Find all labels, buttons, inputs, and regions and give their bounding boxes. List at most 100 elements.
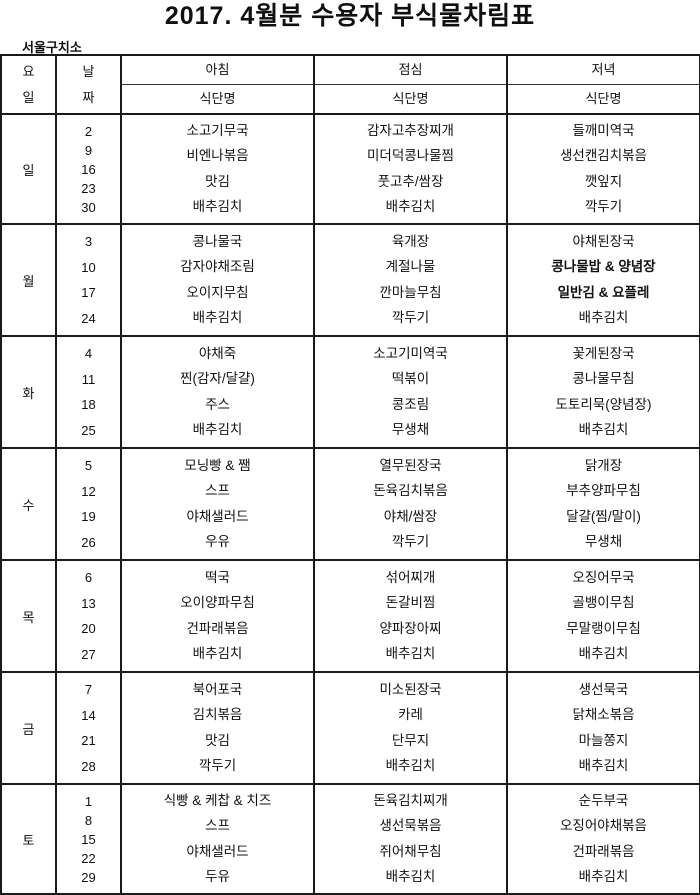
- menu-item: 배추김치: [385, 198, 436, 214]
- column-header-breakfast: 아침: [120, 54, 315, 85]
- menu-item-list: 육개장 계절나물 깐마늘무침 깍두기: [315, 226, 506, 334]
- cell-dates: 3 10 17 24: [55, 223, 122, 337]
- date-number: 24: [81, 310, 96, 326]
- cell-day-of-week: 목: [0, 559, 57, 673]
- cell-dates: 6 13 20 27: [55, 559, 122, 673]
- menu-item: 비엔나볶음: [186, 148, 249, 164]
- date-number: 20: [81, 621, 96, 637]
- date-number: 10: [81, 259, 96, 275]
- date-number: 8: [84, 812, 93, 828]
- cell-lunch-menu: 돈육김치찌개 생선묵볶음 쥐어채무침 배추김치: [313, 783, 508, 895]
- menu-item: 달걀(찜/말이): [566, 508, 641, 524]
- date-number: 18: [81, 397, 96, 413]
- date-number: 13: [81, 595, 96, 611]
- cell-dinner-menu: 닭개장 부추양파무침 달걀(찜/말이) 무생채: [506, 447, 700, 561]
- menu-item: 소고기무국: [186, 123, 249, 139]
- menu-item: 배추김치: [192, 309, 243, 325]
- menu-item-list: 콩나물국 감자야채조림 오이지무침 배추김치: [122, 226, 313, 334]
- menu-item: 깍두기: [391, 533, 430, 549]
- cell-dates: 5 12 19 26: [55, 447, 122, 561]
- menu-item: 북어포국: [192, 682, 243, 698]
- date-number: 17: [81, 285, 96, 301]
- menu-item-list: 식빵 & 케찹 & 치즈 스프 야채샐러드 두유: [122, 785, 313, 893]
- menu-item-list: 꽃게된장국 콩나물무침 도토리묵(양념장) 배추김치: [508, 338, 699, 446]
- date-number: 5: [84, 458, 93, 474]
- cell-lunch-menu: 섞어찌개 돈갈비찜 양파장아찌 배추김치: [313, 559, 508, 673]
- menu-item: 돈육김치볶음: [373, 483, 448, 499]
- cell-lunch-menu: 육개장 계절나물 깐마늘무침 깍두기: [313, 223, 508, 337]
- menu-item: 일반김 & 요플레: [557, 284, 650, 300]
- menu-item-list: 소고기미역국 떡볶이 콩조림 무생채: [315, 338, 506, 446]
- menu-item: 떡국: [205, 570, 230, 586]
- table-head: 요 일 날 짜 아침 점심 저녁 식단명 식단명 식단명: [0, 54, 700, 115]
- menu-item: 열무된장국: [379, 458, 442, 474]
- date-number: 22: [81, 850, 96, 866]
- cell-dates: 4 11 18 25: [55, 335, 122, 449]
- menu-item-list: 감자고추장찌개 미더덕콩나물찜 풋고추/쌈장 배추김치: [315, 115, 506, 223]
- menu-item: 오징어무국: [572, 570, 635, 586]
- cell-breakfast-menu: 야채죽 찐(감자/달걀) 주스 배추김치: [120, 335, 315, 449]
- menu-item: 배추김치: [578, 309, 629, 325]
- menu-item: 오이양파무침: [180, 595, 255, 611]
- cell-dates: 1 8 15 22 29: [55, 783, 122, 895]
- date-list: 1 8 15 22 29: [57, 785, 120, 893]
- cell-dinner-menu: 꽃게된장국 콩나물무침 도토리묵(양념장) 배추김치: [506, 335, 700, 449]
- menu-item: 찐(감자/달걀): [180, 371, 255, 387]
- menu-item-list: 생선묵국 닭채소볶음 마늘쫑지 배추김치: [508, 674, 699, 782]
- menu-item-list: 미소된장국 카레 단무지 배추김치: [315, 674, 506, 782]
- menu-item: 야채된장국: [572, 234, 635, 250]
- menu-item: 배추김치: [578, 868, 629, 884]
- cell-dinner-menu: 야채된장국 콩나물밥 & 양념장 일반김 & 요플레 배추김치: [506, 223, 700, 337]
- date-number: 1: [84, 793, 93, 809]
- cell-dinner-menu: 오징어무국 골뱅이무침 무말랭이무침 배추김치: [506, 559, 700, 673]
- menu-item: 배추김치: [578, 757, 629, 773]
- date-list: 2 9 16 23 30: [57, 115, 120, 223]
- cell-breakfast-menu: 모닝빵 & 쨈 스프 야채샐러드 우유: [120, 447, 315, 561]
- menu-item: 우유: [205, 533, 230, 549]
- menu-item-list: 모닝빵 & 쨈 스프 야채샐러드 우유: [122, 450, 313, 558]
- menu-item: 모닝빵 & 쨈: [184, 458, 251, 474]
- menu-item: 마늘쫑지: [578, 732, 629, 748]
- cell-lunch-menu: 감자고추장찌개 미더덕콩나물찜 풋고추/쌈장 배추김치: [313, 113, 508, 225]
- day-header-line1: 요: [22, 63, 35, 79]
- menu-item: 깻잎지: [584, 173, 623, 189]
- menu-item: 감자고추장찌개: [367, 123, 454, 139]
- menu-item: 감자야채조림: [180, 259, 255, 275]
- menu-item: 오이지무침: [186, 284, 249, 300]
- menu-item: 오징어야채볶음: [560, 818, 647, 834]
- date-number: 29: [81, 869, 96, 885]
- column-header-dinner: 저녁: [506, 54, 700, 85]
- menu-item: 양파장아찌: [379, 620, 442, 636]
- menu-item: 배추김치: [192, 645, 243, 661]
- cell-day-of-week: 금: [0, 671, 57, 785]
- day-header-line2: 일: [22, 89, 35, 105]
- date-number: 25: [81, 422, 96, 438]
- facility-name: 서울구치소: [22, 40, 82, 55]
- menu-item: 육개장: [391, 234, 430, 250]
- date-number: 28: [81, 758, 96, 774]
- date-header-line2: 짜: [82, 89, 95, 105]
- menu-item: 배추김치: [385, 868, 436, 884]
- subheader-breakfast-menu: 식단명: [120, 84, 315, 115]
- menu-item: 골뱅이무침: [572, 595, 635, 611]
- menu-item: 닭개장: [584, 458, 623, 474]
- menu-item-list: 북어포국 김치볶음 맛김 깍두기: [122, 674, 313, 782]
- menu-item: 떡볶이: [391, 371, 430, 387]
- menu-item: 야채샐러드: [186, 843, 249, 859]
- table-row: 금 7 14 21 28 북어포국 김치볶음 맛김 깍두기 미소된장국 카레 단무지 배추김치 생선묵국 닭…: [0, 671, 700, 785]
- cell-breakfast-menu: 떡국 오이양파무침 건파래볶음 배추김치: [120, 559, 315, 673]
- menu-item: 주스: [205, 396, 230, 412]
- menu-item: 미더덕콩나물찜: [367, 148, 454, 164]
- cell-day-of-week: 일: [0, 113, 57, 225]
- date-number: 7: [84, 682, 93, 698]
- menu-item: 생선묵볶음: [379, 818, 442, 834]
- menu-item: 맛김: [205, 173, 230, 189]
- date-number: 11: [81, 371, 96, 387]
- date-list: 5 12 19 26: [57, 450, 120, 558]
- cell-day-of-week: 수: [0, 447, 57, 561]
- date-number: 14: [81, 707, 96, 723]
- menu-item-list: 소고기무국 비엔나볶음 맛김 배추김치: [122, 115, 313, 223]
- cell-breakfast-menu: 식빵 & 케찹 & 치즈 스프 야채샐러드 두유: [120, 783, 315, 895]
- menu-item: 깍두기: [198, 757, 237, 773]
- menu-item-list: 야채된장국 콩나물밥 & 양념장 일반김 & 요플레 배추김치: [508, 226, 699, 334]
